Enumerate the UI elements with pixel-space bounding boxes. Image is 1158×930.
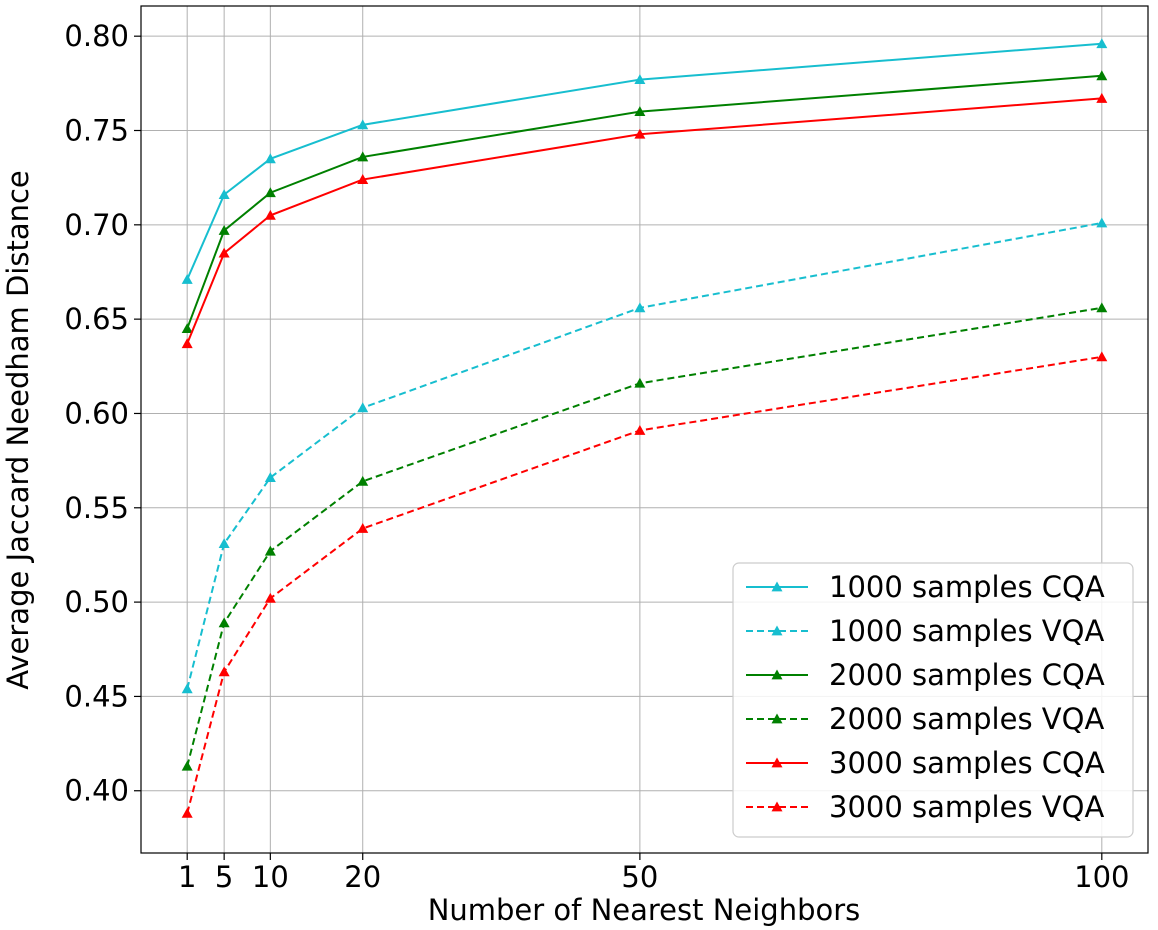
y-axis: 0.40 0.45 0.50 0.55 0.60 0.65 0.70 0.75 0.80 [64,19,141,808]
data-point [218,247,230,258]
legend: 1000 samples CQA 1000 samples VQA 2000 sam… [732,562,1134,838]
series-2 [181,70,1108,333]
series-line [186,74,1102,329]
data-point [218,224,230,235]
legend-marker [771,625,783,636]
x-axis: 1 5 10 20 50 100 [178,853,1129,894]
data-point [181,760,193,771]
data-point [1096,302,1108,313]
data-point [357,119,369,130]
data-point [634,424,646,435]
series-1 [181,217,1108,694]
data-point [264,187,276,198]
data-point [634,377,646,388]
y-tick-label: 0.55 [64,491,129,525]
x-tick-label: 50 [621,860,658,894]
legend-label: 1000 samples CQA [829,570,1105,604]
legend-marker [771,581,783,592]
y-tick-label: 0.50 [64,585,129,619]
data-point [218,666,230,677]
data-point [264,545,276,556]
data-point [218,189,230,200]
series-line [186,42,1102,280]
legend-label: 2000 samples VQA [829,702,1104,736]
series-layer [181,38,1108,818]
legend-marker [771,801,783,812]
data-point [634,74,646,84]
data-point [1096,92,1108,103]
y-tick-label: 0.80 [64,19,129,53]
legend-box [732,562,1134,838]
x-tick-label: 100 [1074,860,1129,894]
y-tick-label: 0.70 [64,208,129,242]
data-point [264,472,276,483]
data-point [634,128,646,139]
legend-label: 3000 samples CQA [829,746,1105,780]
legend-label: 3000 samples VQA [829,790,1104,824]
data-point [181,338,193,349]
legend-label: 2000 samples CQA [829,658,1105,692]
legend-marker [771,713,783,724]
series-3 [181,302,1108,771]
data-point [634,302,646,313]
data-point [357,523,369,533]
data-point [1096,351,1108,362]
legend-entry: 3000 samples VQA [746,790,1104,824]
x-tick-label: 1 [178,860,196,894]
series-line [186,306,1102,767]
y-axis-label: Average Jaccard Needham Distance [1,170,35,690]
series-line [186,355,1102,814]
series-line [186,97,1102,345]
data-point [181,683,193,694]
data-point [357,151,369,162]
y-tick-label: 0.65 [64,302,129,336]
series-4 [181,92,1108,349]
data-point [1096,70,1108,81]
legend-marker [771,757,783,768]
legend-entry: 2000 samples VQA [746,702,1104,736]
data-point [357,475,369,486]
legend-entry: 3000 samples CQA [746,746,1105,780]
data-point [264,153,276,164]
data-point [1096,217,1108,228]
x-axis-label: Number of Nearest Neighbors [428,893,861,927]
legend-marker [771,669,783,680]
x-tick-label: 20 [344,860,381,894]
legend-entry: 1000 samples VQA [746,614,1104,648]
plot-frame [140,5,1149,854]
series-0 [181,38,1108,284]
x-tick-label: 10 [252,860,289,894]
legend-label: 1000 samples VQA [829,614,1104,648]
y-tick-label: 0.60 [64,396,129,430]
y-tick-label: 0.45 [64,679,129,713]
data-point [181,807,193,818]
data-point [218,617,230,628]
data-point [264,592,276,603]
y-tick-label: 0.75 [64,114,129,148]
series-line [186,221,1102,690]
data-point [1096,38,1108,49]
data-point [181,323,193,333]
data-point [181,274,193,284]
data-point [634,106,646,117]
y-tick-label: 0.40 [64,774,129,808]
series-5 [181,351,1108,818]
data-point [264,209,276,220]
data-point [218,538,230,549]
data-point [357,402,369,413]
legend-entry: 1000 samples CQA [746,570,1105,604]
x-tick-label: 5 [215,860,233,894]
legend-entry: 2000 samples CQA [746,658,1105,692]
data-point [357,174,369,184]
